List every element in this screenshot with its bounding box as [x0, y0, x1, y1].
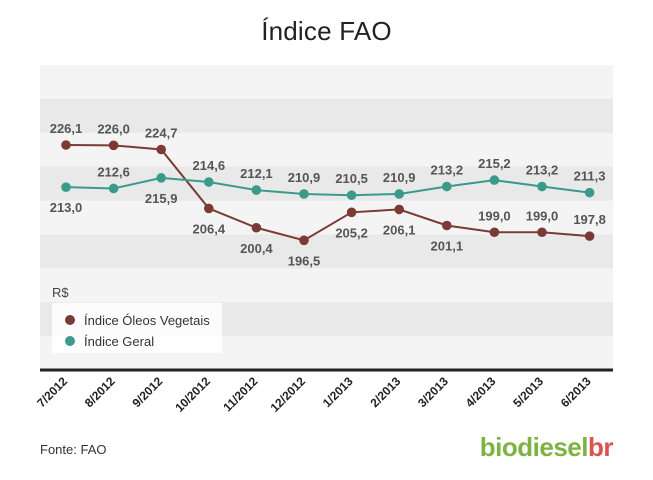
data-label-geral: 212,6 [97, 164, 130, 179]
legend-marker-oleos [65, 315, 75, 325]
series-line-oleos [65, 144, 590, 242]
series-line-geral [65, 176, 590, 197]
data-label-geral: 210,9 [383, 170, 416, 185]
plot-band [40, 200, 613, 235]
data-point-oleos [489, 227, 500, 238]
data-point-geral [299, 189, 309, 199]
data-point-oleos [584, 231, 595, 241]
data-label-oleos: 200,4 [240, 241, 273, 256]
x-tick-label: 7/2012 [34, 374, 70, 410]
brand-logo-main: biodiesel [479, 432, 589, 462]
legend-box [52, 303, 222, 353]
legend-marker-geral [65, 336, 75, 346]
data-labels: 226,1 226,0 224,7 206,4 200,4 196,5 205,2 206,1… [50, 121, 606, 268]
plot-band [40, 65, 613, 100]
data-point-oleos [442, 220, 452, 231]
data-point-oleos [204, 203, 214, 214]
plot-band [40, 268, 613, 303]
data-label-geral: 215,2 [478, 156, 511, 171]
x-tick-label: 10/2012 [172, 374, 213, 415]
brand-logo-accent: br [588, 432, 614, 462]
data-point-geral [61, 182, 71, 192]
series-lines [65, 144, 590, 242]
data-label-geral: 213,2 [431, 163, 464, 178]
data-label-oleos: 199,0 [478, 208, 511, 223]
data-label-oleos: 224,7 [145, 126, 178, 141]
plot-band [40, 234, 613, 269]
data-point-oleos [346, 207, 357, 218]
x-tick-label: 5/2013 [510, 374, 546, 410]
data-label-geral: 215,9 [145, 191, 178, 206]
data-label-oleos: 201,1 [431, 239, 464, 254]
legend-label-geral: Índice Geral [84, 334, 154, 349]
data-label-oleos: 206,1 [383, 222, 416, 237]
y-axis-label: R$ [52, 285, 69, 300]
x-tick-label: 9/2012 [129, 374, 165, 410]
data-label-geral: 213,0 [50, 200, 83, 215]
legend: Índice Óleos Vegetais Índice Geral [52, 303, 222, 353]
data-point-geral [442, 181, 452, 192]
data-label-oleos: 199,0 [526, 208, 559, 223]
chart-title: Índice FAO [261, 16, 392, 46]
data-point-oleos [61, 140, 71, 150]
data-point-geral [584, 187, 595, 198]
data-label-oleos: 226,1 [50, 121, 83, 136]
data-point-oleos [394, 204, 405, 215]
x-tick-labels: 7/2012 8/2012 9/2012 10/2012 11/2012 12/2012 1… [34, 374, 594, 415]
plot-band [40, 98, 613, 134]
data-label-oleos: 205,2 [335, 225, 368, 240]
data-point-geral [156, 173, 166, 183]
x-tick-label: 11/2012 [220, 374, 260, 414]
source-note: Fonte: FAO [40, 442, 107, 457]
data-label-oleos: 206,4 [193, 221, 226, 236]
data-point-oleos [108, 140, 119, 151]
data-label-geral: 211,3 [574, 169, 606, 184]
data-point-oleos [537, 227, 547, 238]
x-tick-label: 3/2013 [415, 374, 451, 410]
data-label-oleos: 197,8 [573, 212, 606, 227]
data-label-oleos: 196,5 [288, 253, 321, 268]
x-tick-label: 4/2013 [463, 374, 499, 410]
data-point-geral [489, 175, 500, 185]
plot-band [40, 132, 613, 168]
data-point-geral [108, 183, 119, 194]
data-point-oleos [251, 222, 262, 233]
data-label-geral: 210,5 [335, 171, 368, 186]
x-tick-label: 1/2013 [320, 374, 356, 410]
data-point-oleos [299, 235, 309, 246]
data-point-geral [251, 185, 262, 195]
x-tick-label: 12/2012 [268, 374, 309, 415]
data-label-geral: 212,1 [240, 166, 273, 181]
legend-label-oleos: Índice Óleos Vegetais [84, 313, 210, 328]
x-tick-label: 2/2013 [367, 374, 403, 410]
data-point-geral [204, 177, 214, 187]
data-point-geral [537, 181, 547, 192]
x-tick-label: 6/2013 [558, 374, 594, 410]
series-points [61, 140, 595, 246]
data-point-geral [394, 189, 405, 199]
x-tick-label: 8/2012 [82, 374, 118, 410]
data-label-geral: 210,9 [288, 170, 321, 185]
data-label-oleos: 226,0 [97, 121, 130, 136]
data-point-geral [346, 190, 357, 201]
data-label-geral: 213,2 [526, 163, 559, 178]
brand-logo: biodieselbr [479, 432, 614, 463]
data-label-geral: 214,6 [193, 158, 226, 173]
data-point-oleos [156, 144, 166, 155]
